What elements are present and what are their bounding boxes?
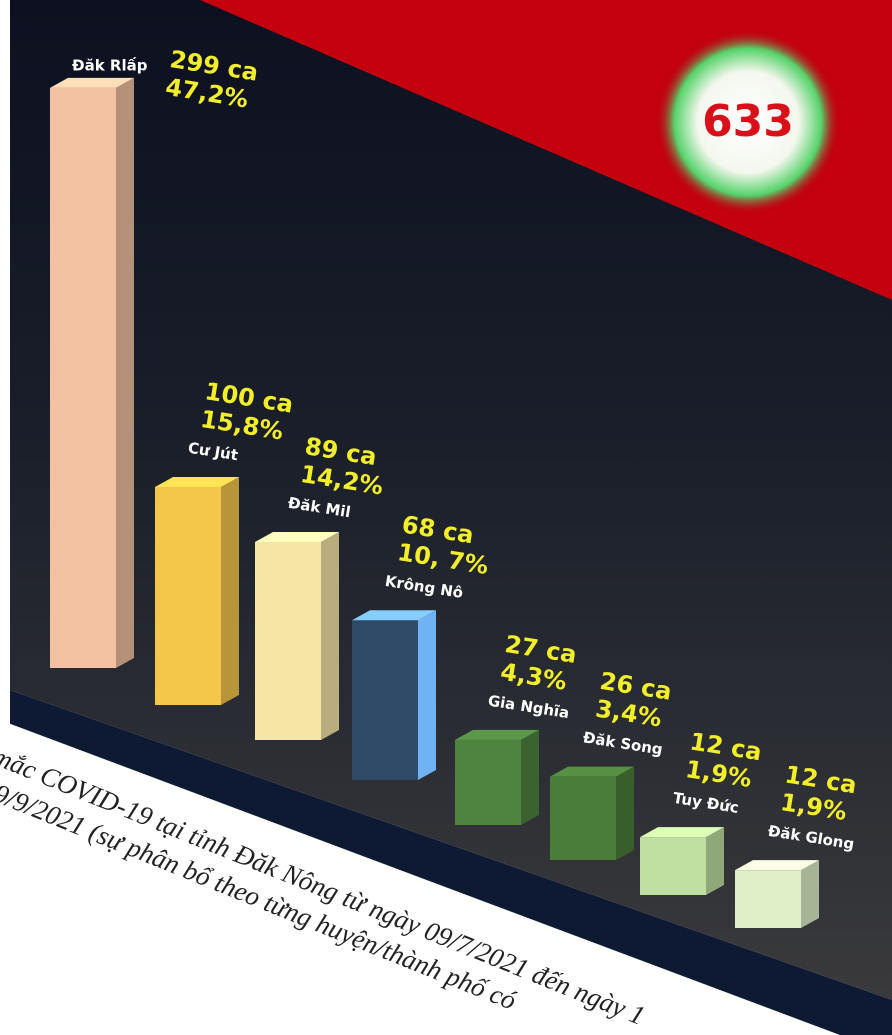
bar bbox=[640, 837, 706, 895]
bar-side bbox=[418, 610, 436, 780]
bar-side bbox=[706, 827, 724, 895]
bar-3d bbox=[640, 827, 724, 895]
floor bbox=[10, 690, 892, 1035]
category-label: Đăk Rlấp bbox=[72, 57, 148, 75]
bar bbox=[352, 620, 418, 780]
photo-background bbox=[10, 0, 892, 1000]
total: 633 bbox=[702, 96, 794, 147]
bar-3d bbox=[155, 477, 239, 705]
bar bbox=[155, 487, 221, 705]
bar-top bbox=[255, 532, 339, 543]
bar-top bbox=[50, 77, 134, 88]
bar bbox=[255, 542, 321, 740]
bar-top bbox=[352, 610, 436, 621]
bar bbox=[550, 776, 616, 860]
bar-3d bbox=[735, 860, 819, 928]
bar-3d bbox=[255, 532, 339, 740]
bar-top bbox=[155, 477, 239, 487]
bar-side bbox=[116, 77, 134, 668]
bar-3d bbox=[352, 610, 436, 780]
bar-side bbox=[321, 532, 339, 740]
bar-top bbox=[640, 827, 724, 838]
bar-3d bbox=[455, 729, 539, 825]
bar-top bbox=[735, 860, 819, 871]
bar-side bbox=[521, 729, 539, 825]
bar-top bbox=[455, 729, 539, 740]
bar-3d bbox=[50, 77, 134, 668]
bar bbox=[455, 739, 521, 825]
total-badge bbox=[656, 30, 840, 214]
bar-side bbox=[801, 860, 819, 928]
bar bbox=[50, 87, 116, 668]
caption-area bbox=[0, 720, 840, 1035]
bar bbox=[735, 870, 801, 928]
bar-top bbox=[550, 766, 634, 777]
bar-side bbox=[616, 766, 634, 860]
bar-3d bbox=[550, 766, 634, 860]
bar-side bbox=[221, 477, 239, 705]
